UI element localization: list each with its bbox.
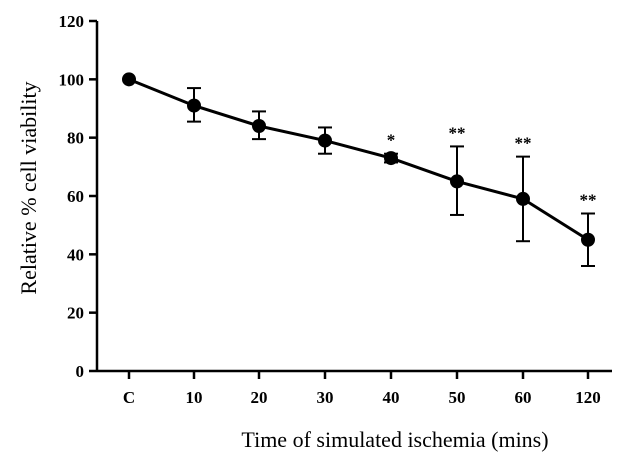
data-point: [122, 72, 136, 87]
y-tick-label: 60: [67, 187, 84, 206]
x-tick-label: 60: [515, 388, 532, 407]
significance-mark: *: [387, 131, 396, 150]
significance-mark: **: [449, 123, 466, 142]
x-tick-label: 20: [251, 388, 268, 407]
x-tick-label: 50: [449, 388, 466, 407]
significance-marks: * ******: [387, 123, 597, 209]
data-point: [318, 133, 332, 148]
x-tick-label: 40: [383, 388, 400, 407]
data-point: [252, 119, 266, 133]
x-tick-label: 120: [575, 388, 601, 407]
y-axis: 0 20 40 60 80 100 120: [59, 12, 99, 381]
y-tick-label: 100: [59, 70, 85, 89]
y-tick-label: 40: [67, 245, 84, 264]
x-axis-title: Time of simulated ischemia (mins): [241, 427, 548, 452]
series-line: [128, 77, 589, 242]
x-tick-label: C: [123, 388, 135, 407]
significance-mark: **: [515, 134, 532, 153]
x-ticks: C 10 20 30 40 50 60 120: [123, 371, 601, 407]
data-points: [122, 72, 595, 247]
y-tick-label: 0: [76, 362, 85, 381]
x-axis: C 10 20 30 40 50 60 120: [97, 369, 612, 407]
x-tick-label: 30: [317, 388, 334, 407]
x-tick-label: 10: [186, 388, 203, 407]
y-tick-label: 120: [59, 12, 85, 31]
data-point: [581, 232, 595, 247]
data-point: [450, 174, 464, 189]
data-point: [187, 98, 201, 113]
error-bars: [187, 87, 595, 267]
y-ticks: 0 20 40 60 80 100 120: [59, 12, 97, 381]
significance-mark: **: [580, 191, 597, 210]
data-point: [384, 151, 398, 166]
y-tick-label: 20: [67, 304, 84, 323]
data-point: [516, 191, 530, 206]
y-axis-title: Relative % cell viability: [16, 81, 41, 294]
y-tick-label: 80: [67, 129, 84, 148]
